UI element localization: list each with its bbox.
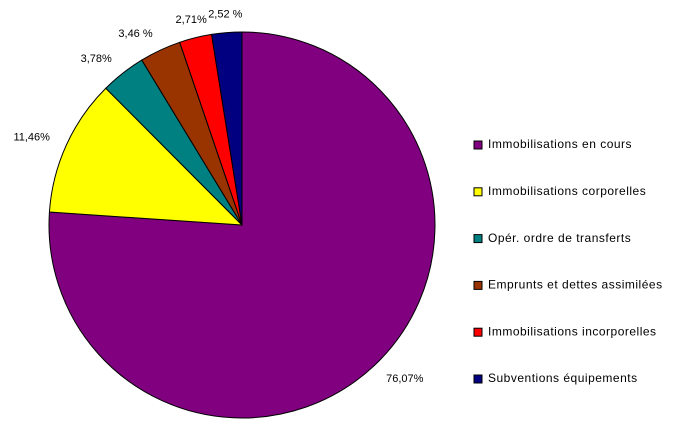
data-label: 2,71% (176, 14, 207, 26)
data-label: 11,46% (13, 131, 50, 143)
legend-swatch (473, 234, 483, 244)
legend-swatch (473, 374, 483, 384)
legend-label: Opér. ordre de transferts (488, 231, 631, 245)
legend-swatch (473, 187, 483, 197)
legend-label: Subventions équipements (488, 371, 638, 385)
data-label: 76,07% (386, 373, 424, 385)
legend-swatch (473, 140, 483, 150)
pie-slice (210, 31, 243, 226)
legend-swatch (473, 280, 483, 290)
legend-label: Immobilisations incorporelles (488, 324, 657, 338)
legend-label: Emprunts et dettes assimilées (488, 278, 663, 292)
pie-slice (48, 87, 244, 226)
legend-swatch (473, 327, 483, 337)
legend-label: Immobilisations corporelles (488, 184, 646, 198)
legend-label: Immobilisations en cours (488, 137, 632, 151)
data-label: 3,46 % (118, 28, 152, 40)
data-label: 2,52 % (208, 9, 242, 21)
data-label: 3,78% (81, 53, 112, 65)
pie-slice (48, 31, 436, 419)
